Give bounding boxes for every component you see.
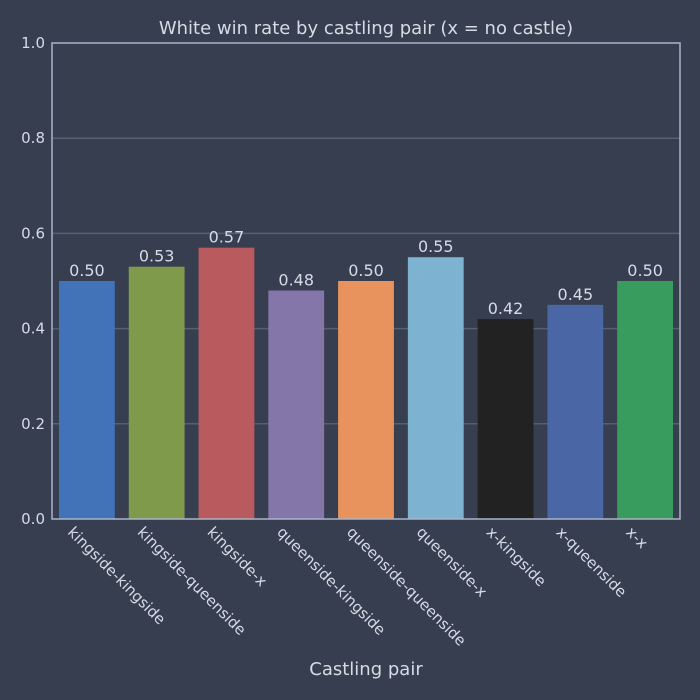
- value-label: 0.48: [278, 271, 314, 290]
- bar-queenside-kingside: [268, 290, 325, 519]
- bar-x-kingside: [477, 319, 534, 519]
- y-tick-label: 1.0: [21, 34, 45, 52]
- x-tick-label: queenside-x: [413, 523, 491, 601]
- value-labels: 0.50 0.53 0.57 0.48 0.50 0.55 0.42 0.45 0.50: [69, 228, 663, 318]
- value-label: 0.42: [488, 299, 524, 318]
- bar-kingside-queenside: [128, 266, 185, 519]
- bar-kingside-kingside: [58, 281, 115, 519]
- y-tick-label: 0.0: [21, 510, 45, 528]
- bar-kingside-x: [198, 247, 255, 519]
- x-axis-title: Castling pair: [309, 659, 423, 680]
- chart-title: White win rate by castling pair (x = no …: [159, 18, 573, 39]
- x-axis-ticks: kingside-kingsidekingside-queensidekings…: [64, 523, 651, 649]
- y-tick-label: 0.4: [21, 320, 45, 338]
- value-label: 0.55: [418, 237, 454, 256]
- value-label: 0.53: [139, 247, 175, 266]
- value-label: 0.50: [348, 261, 384, 280]
- bar-x-x: [617, 281, 674, 519]
- plot-frame: [51, 42, 681, 520]
- x-tick-label: x-x: [622, 523, 651, 552]
- y-tick-label: 0.8: [21, 129, 45, 147]
- x-tick-label: x-queenside: [553, 523, 631, 601]
- value-label: 0.45: [558, 285, 594, 304]
- y-tick-label: 0.2: [21, 415, 45, 433]
- value-label: 0.50: [69, 261, 105, 280]
- x-tick-label: kingside-x: [204, 523, 271, 590]
- bar-queenside-queenside: [338, 281, 394, 519]
- bar-queenside-x: [407, 257, 464, 519]
- y-tick-label: 0.6: [21, 224, 45, 242]
- bar-x-queenside: [547, 304, 604, 519]
- value-label: 0.57: [209, 228, 245, 247]
- bars: [58, 247, 674, 519]
- value-label: 0.50: [627, 261, 663, 280]
- x-tick-label: x-kingside: [483, 523, 550, 590]
- y-axis-ticks: 0.0 0.2 0.4 0.6 0.8 1.0: [21, 34, 45, 528]
- x-tick-label: queenside-queenside: [343, 523, 469, 649]
